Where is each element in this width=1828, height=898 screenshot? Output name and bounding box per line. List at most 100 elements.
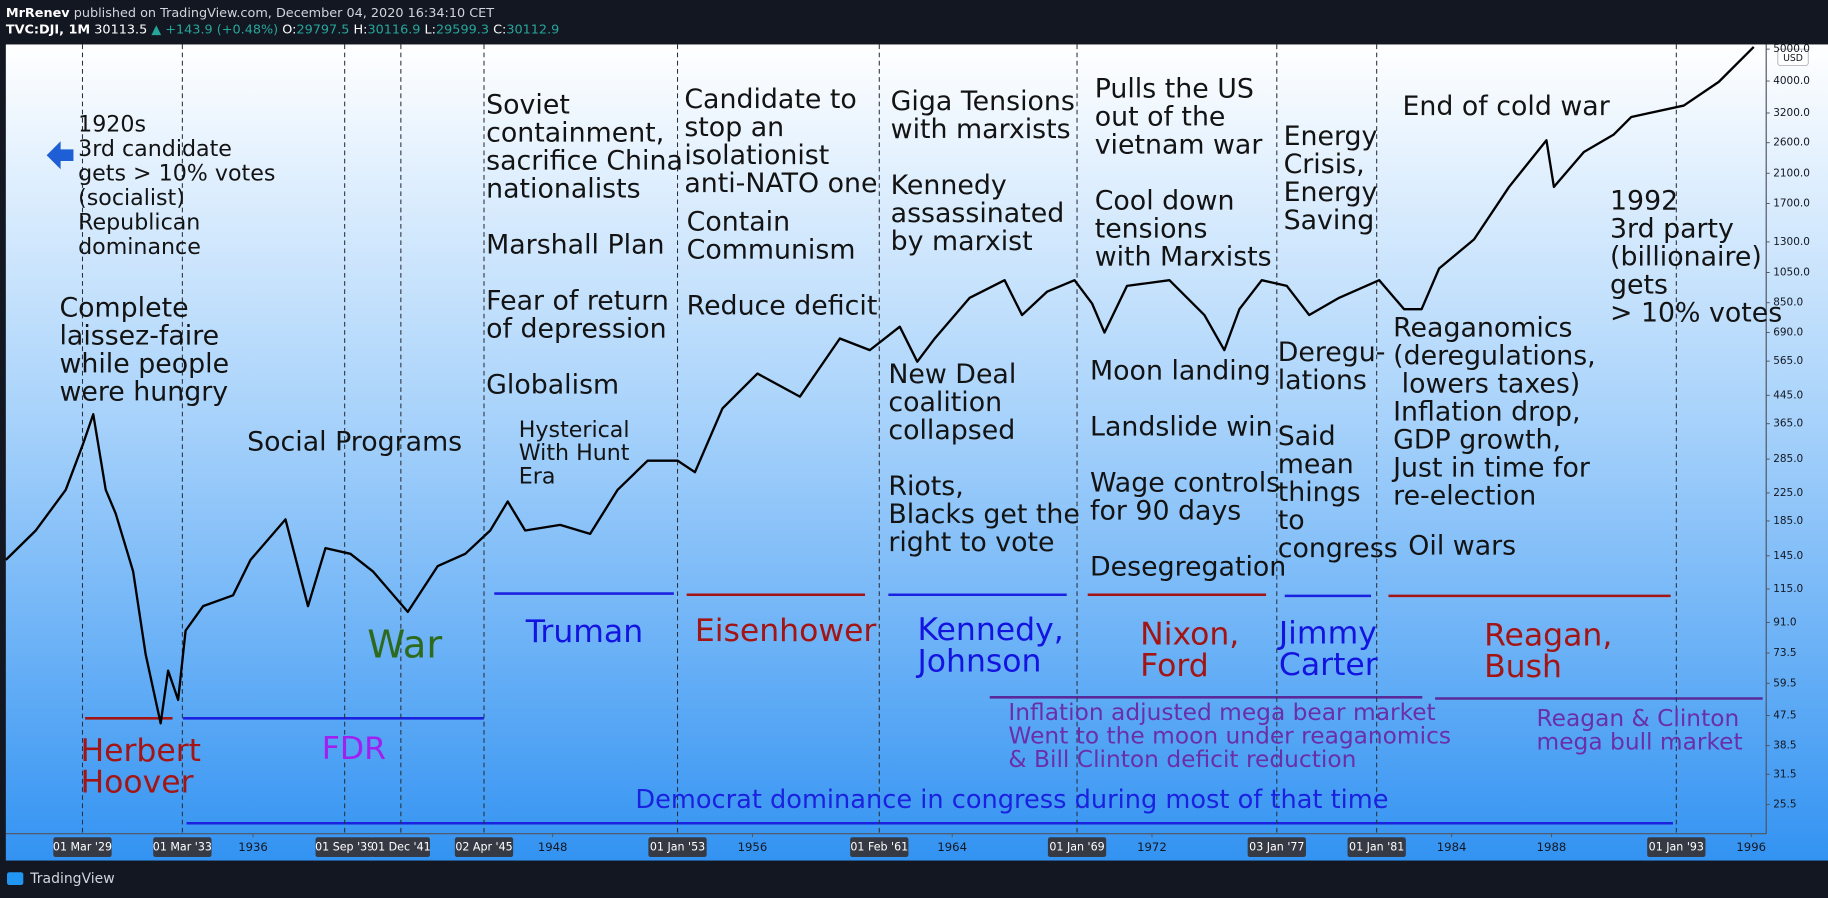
y-tick-label: 25.5 — [1773, 799, 1796, 811]
annotation: Deregu- — [1278, 337, 1386, 368]
header-line: MrRenev published on TradingView.com, De… — [6, 5, 494, 20]
event-label-box — [850, 837, 909, 858]
annotation: Jimmy — [1277, 615, 1377, 651]
annotation: Republican — [78, 209, 200, 235]
annotation: Hysterical — [519, 417, 630, 443]
annotation: Energy — [1284, 177, 1378, 208]
x-tick-label: 1988 — [1537, 840, 1567, 854]
annotation: Wage controls — [1090, 467, 1280, 498]
annotation: Kennedy — [891, 170, 1007, 201]
annotation: dominance — [78, 234, 201, 260]
annotation: assassinated — [891, 198, 1065, 229]
annotation: Ford — [1140, 648, 1209, 684]
annotation: New Deal — [888, 359, 1016, 390]
annotation: to — [1278, 505, 1305, 536]
annotation: Said — [1278, 421, 1336, 452]
annotation: & Bill Clinton deficit reduction — [1008, 746, 1356, 773]
y-tick-label: 850.0 — [1773, 297, 1803, 309]
annotation: Saving — [1284, 205, 1375, 236]
annotation: > 10% votes — [1610, 297, 1782, 328]
annotation: With Hunt — [519, 440, 630, 466]
event-label: 01 Mar '29 — [53, 841, 112, 854]
annotation: by marxist — [891, 226, 1033, 257]
annotation: 1992 — [1610, 185, 1678, 216]
brand-logo — [6, 872, 24, 886]
ohlc-key: O: — [282, 22, 296, 37]
x-tick-label: 1996 — [1736, 840, 1766, 854]
event-label: 02 Apr '45 — [455, 841, 512, 854]
annotation: Pulls the US — [1095, 73, 1254, 104]
annotation: 1920s — [78, 111, 146, 137]
annotation: Reagan, — [1484, 618, 1612, 654]
annotation: Fear of return — [486, 286, 669, 317]
annotation: Went to the moon under reaganomics — [1008, 722, 1451, 749]
event-label: 01 Jan '69 — [1049, 841, 1104, 854]
annotation: Kennedy, — [917, 612, 1063, 648]
annotation: Communism — [687, 234, 856, 265]
y-tick-label: 59.5 — [1773, 677, 1796, 689]
event-label: 01 Mar '33 — [153, 841, 212, 854]
annotation: Era — [519, 463, 556, 489]
x-tick-label: 1964 — [937, 840, 967, 854]
y-tick-label: 1050.0 — [1773, 266, 1810, 278]
annotation: Riots, — [888, 471, 963, 502]
annotation: End of cold war — [1402, 91, 1610, 122]
published: published on TradingView.com, December 0… — [74, 5, 495, 20]
plot-area — [5, 44, 1828, 861]
annotation: Globalism — [486, 370, 619, 401]
y-tick-label: 91.0 — [1773, 616, 1796, 628]
annotation: for 90 days — [1090, 495, 1241, 526]
annotation: (deregulations, — [1393, 340, 1596, 371]
annotation: Cool down — [1095, 185, 1235, 216]
annotation: out of the — [1095, 101, 1226, 132]
event-label-box — [1347, 837, 1406, 858]
y-tick-label: 285.0 — [1773, 453, 1803, 465]
y-tick-label: 185.0 — [1773, 515, 1803, 527]
x-tick-label: 1948 — [538, 840, 568, 854]
ohlc-key: H: — [354, 22, 368, 37]
y-tick-label: 445.0 — [1773, 389, 1803, 401]
annotation: collapsed — [888, 415, 1015, 446]
y-tick-label: 38.5 — [1773, 740, 1796, 752]
annotation: Inflation drop, — [1393, 396, 1580, 427]
annotation: Herbert — [80, 733, 201, 769]
annotation: Inflation adjusted mega bear market — [1008, 699, 1435, 726]
annotation: Nixon, — [1140, 617, 1239, 653]
event-label-box — [1647, 837, 1706, 858]
event-label: 01 Jan '81 — [1349, 841, 1404, 854]
annotation: Candidate to — [684, 84, 856, 115]
change: ▲ +143.9 (+0.48%) — [151, 22, 278, 37]
annotation: of depression — [486, 314, 667, 345]
event-label-box — [315, 837, 374, 858]
annotation: isolationist — [684, 140, 829, 171]
annotation: laissez-faire — [59, 321, 219, 352]
annotation: FDR — [322, 731, 386, 767]
annotation: Social Programs — [247, 427, 462, 458]
author: MrRenev — [6, 5, 70, 20]
ohlc-value: 29599.3 — [436, 22, 489, 37]
y-tick-label: 365.0 — [1773, 418, 1803, 430]
brand: TradingView — [29, 871, 114, 887]
annotation: Complete — [59, 293, 188, 324]
annotation: Eisenhower — [695, 613, 877, 649]
event-label-box — [371, 837, 430, 858]
annotation: were hungry — [59, 377, 228, 408]
y-tick-label: 3200.0 — [1773, 107, 1810, 119]
event-label-box — [648, 837, 707, 858]
y-tick-label: 5000.0 — [1773, 43, 1810, 55]
annotation: vietnam war — [1095, 129, 1264, 160]
y-tick-label: 115.0 — [1773, 583, 1803, 595]
symbol: TVC:DJI, 1M — [6, 22, 90, 37]
y-tick-label: 73.5 — [1773, 647, 1796, 659]
event-label-box — [1047, 837, 1107, 858]
y-tick-label: 47.5 — [1773, 710, 1796, 722]
x-tick-label: 1984 — [1437, 840, 1467, 854]
ohlc-key: C: — [493, 22, 506, 37]
annotation: Carter — [1279, 647, 1378, 683]
annotation: Marshall Plan — [486, 230, 664, 261]
arrow-icon — [46, 141, 74, 170]
annotation: (billionaire) — [1610, 241, 1762, 272]
event-label: 01 Sep '39 — [315, 841, 374, 854]
annotation: GDP growth, — [1393, 424, 1561, 455]
annotation: gets > 10% votes — [78, 160, 275, 186]
